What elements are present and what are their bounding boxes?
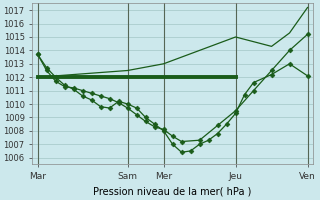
X-axis label: Pression niveau de la mer( hPa ): Pression niveau de la mer( hPa ) <box>93 187 252 197</box>
